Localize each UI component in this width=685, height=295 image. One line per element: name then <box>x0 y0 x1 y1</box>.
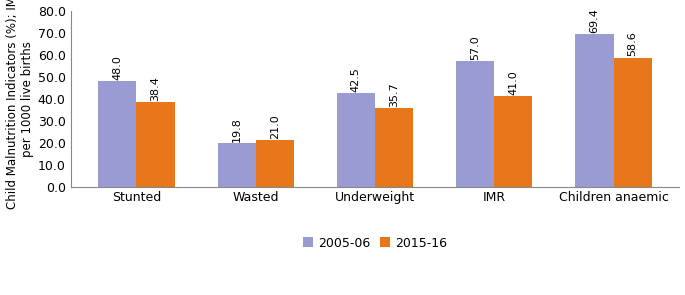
Bar <box>456 61 495 187</box>
Text: 69.4: 69.4 <box>590 8 599 32</box>
Text: 41.0: 41.0 <box>508 70 519 95</box>
Text: 48.0: 48.0 <box>112 55 123 80</box>
Bar <box>614 58 651 187</box>
Text: 57.0: 57.0 <box>470 35 480 60</box>
Y-axis label: Child Malnutrition Indicators (%); IMR
per 1000 live births: Child Malnutrition Indicators (%); IMR p… <box>5 0 34 209</box>
Bar <box>136 102 175 187</box>
Legend: 2005-06, 2015-16: 2005-06, 2015-16 <box>298 232 452 255</box>
Text: 19.8: 19.8 <box>232 117 242 142</box>
Bar <box>256 140 294 187</box>
Bar <box>575 34 614 187</box>
Bar <box>375 108 413 187</box>
Text: 42.5: 42.5 <box>351 67 361 92</box>
Text: 35.7: 35.7 <box>389 82 399 107</box>
Bar <box>337 93 375 187</box>
Bar <box>495 96 532 187</box>
Text: 21.0: 21.0 <box>270 114 279 139</box>
Text: 58.6: 58.6 <box>627 32 638 56</box>
Text: 38.4: 38.4 <box>151 76 160 101</box>
Bar <box>98 81 136 187</box>
Bar <box>218 143 256 187</box>
